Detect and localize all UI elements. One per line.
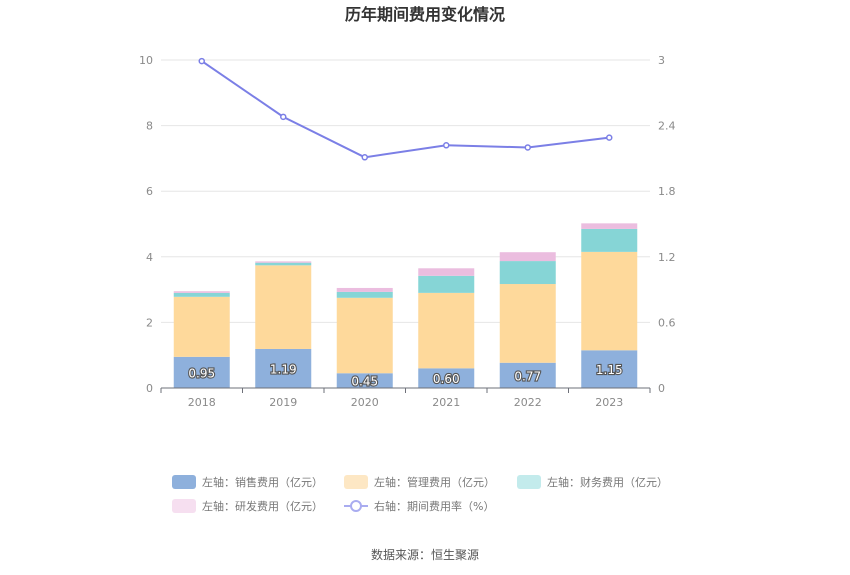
legend-label: 左轴：研发费用（亿元） xyxy=(202,499,323,513)
bar-segment xyxy=(581,228,638,252)
bar-segment xyxy=(336,373,393,388)
y-right-tick-label: 1.8 xyxy=(658,185,676,198)
rate-line-path xyxy=(201,60,610,159)
bar-segment xyxy=(581,251,638,351)
legend-item: 左轴：研发费用（亿元） xyxy=(172,499,323,513)
y-left-tick-label: 8 xyxy=(146,120,153,133)
bars xyxy=(173,223,638,388)
rate-point xyxy=(524,144,531,151)
bar-data-label: 1.19 xyxy=(270,362,297,376)
y-left-tick-label: 6 xyxy=(146,185,153,198)
y-left-tick-label: 2 xyxy=(146,316,153,329)
bar-segment xyxy=(499,252,556,262)
legend-item: 左轴：财务费用（亿元） xyxy=(517,475,668,489)
y-left-tick-label: 0 xyxy=(146,382,153,395)
legend-swatch xyxy=(172,475,196,489)
rate-point xyxy=(606,134,613,141)
y-left-tick-label: 4 xyxy=(146,251,153,264)
bar-data-label: 0.77 xyxy=(514,369,541,383)
bar-segment xyxy=(255,262,312,266)
bar-segment xyxy=(173,292,230,297)
source-note: 数据来源：恒生聚源 xyxy=(371,547,479,562)
x-tick-label: 2019 xyxy=(269,396,297,409)
bar-segment xyxy=(418,292,475,369)
legend: 左轴：销售费用（亿元） 左轴：管理费用（亿元） 左轴：财务费用（亿元） 左轴：研发费用… xyxy=(172,475,668,513)
bar-segment xyxy=(255,261,312,263)
x-tick-label: 2020 xyxy=(351,396,379,409)
bar-segment xyxy=(336,291,393,298)
legend-label: 左轴：管理费用（亿元） xyxy=(374,475,495,489)
legend-swatch xyxy=(172,499,196,513)
chart-title: 历年期间费用变化情况 xyxy=(345,5,505,24)
rate-point xyxy=(198,57,205,65)
bar-data-label: 0.60 xyxy=(433,372,460,386)
legend-marker-swatch xyxy=(350,500,362,512)
legend-swatch xyxy=(344,475,368,489)
legend-item: 左轴：销售费用（亿元） xyxy=(172,475,323,489)
bar-segment xyxy=(581,223,638,229)
y-right-tick-label: 2.4 xyxy=(658,120,676,133)
x-tick-label: 2022 xyxy=(514,396,542,409)
data-labels: 0.95 1.19 0.45 0.60 0.77 1.15 xyxy=(187,361,623,389)
bar-segment xyxy=(173,291,230,293)
y-left-tick-label: 10 xyxy=(139,54,153,67)
x-tick-label: 2023 xyxy=(595,396,623,409)
bar-segment xyxy=(418,368,475,388)
rate-point xyxy=(361,154,368,161)
bar-segment xyxy=(499,261,556,285)
bar-segment xyxy=(255,265,312,349)
rate-point xyxy=(280,113,287,121)
bar-data-label: 1.15 xyxy=(596,363,623,377)
legend-label: 右轴：期间费用率（%） xyxy=(374,499,494,513)
legend-item: 右轴：期间费用率（%） xyxy=(344,499,494,513)
legend-label: 左轴：财务费用（亿元） xyxy=(547,475,668,489)
y-right-tick-label: 3 xyxy=(658,54,665,67)
rate-line xyxy=(198,57,613,161)
y-right-tick-label: 0 xyxy=(658,382,665,395)
bar-segment xyxy=(499,362,556,388)
x-tick-label: 2018 xyxy=(188,396,216,409)
bar-segment xyxy=(581,350,638,388)
legend-item: 左轴：管理费用（亿元） xyxy=(344,475,495,489)
bar-segment xyxy=(173,356,230,388)
y-right-tick-label: 0.6 xyxy=(658,316,676,329)
rate-point xyxy=(443,142,450,149)
bar-segment xyxy=(499,284,556,363)
bar-segment xyxy=(173,296,230,357)
legend-label: 左轴：销售费用（亿元） xyxy=(202,475,323,489)
y-right-tick-label: 1.2 xyxy=(658,251,676,264)
axes: 0 2 4 6 8 10 0 0.6 1.2 1.8 2.4 3 2018 2019 2020 2021 202… xyxy=(139,54,676,409)
x-tick-label: 2021 xyxy=(432,396,460,409)
legend-swatch xyxy=(517,475,541,489)
bar-segment xyxy=(418,275,475,293)
bar-segment xyxy=(255,348,312,388)
bar-segment xyxy=(336,297,393,374)
bar-data-label: 0.45 xyxy=(351,375,378,389)
grid xyxy=(161,59,650,323)
bar-segment xyxy=(336,287,393,292)
bar-segment xyxy=(418,268,475,276)
bar-data-label: 0.95 xyxy=(188,366,215,380)
